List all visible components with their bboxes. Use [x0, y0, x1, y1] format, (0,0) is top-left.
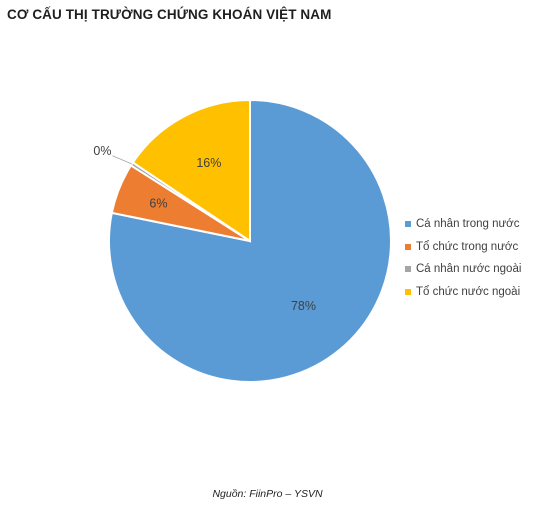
- legend-label: Tổ chức trong nước: [416, 240, 519, 253]
- slice-label-ca-nhan-trong-nuoc: 78%: [291, 299, 316, 313]
- pie-chart: 78% 6% 0% 16%: [93, 98, 392, 383]
- legend-item-to-chuc-nuoc-ngoai: Tổ chức nước ngoài: [405, 281, 521, 304]
- legend-swatch: [405, 266, 411, 273]
- pie-labels: 78% 6% 0% 16%: [93, 144, 316, 313]
- legend-item-ca-nhan-trong-nuoc: Cá nhân trong nước: [405, 213, 521, 236]
- slice-label-to-chuc-trong-nuoc: 6%: [149, 196, 167, 210]
- legend-item-to-chuc-trong-nuoc: Tổ chức trong nước: [405, 236, 521, 259]
- legend-label: Cá nhân nước ngoài: [416, 263, 522, 276]
- pie-slice-ca-nhan-trong-nuoc: [108, 98, 392, 383]
- pie-slices: [108, 98, 392, 383]
- pie-slice-to-chuc-nuoc-ngoai: [131, 98, 251, 243]
- legend-swatch: [405, 221, 411, 228]
- leader-line: [112, 155, 133, 165]
- legend-label: Cá nhân trong nước: [416, 218, 520, 231]
- legend-item-ca-nhan-nuoc-ngoai: Cá nhân nước ngoài: [405, 258, 521, 281]
- slice-label-to-chuc-nuoc-ngoai: 16%: [196, 156, 221, 170]
- chart-title: CƠ CẤU THỊ TRƯỜNG CHỨNG KHOÁN VIỆT NAM: [7, 7, 332, 22]
- chart-legend: Cá nhân trong nước Tổ chức trong nước Cá n…: [405, 213, 521, 303]
- legend-swatch: [405, 288, 411, 295]
- legend-label: Tổ chức nước ngoài: [416, 285, 521, 298]
- chart-source: Nguồn: FiinPro – YSVN: [212, 488, 323, 500]
- legend-swatch: [405, 243, 411, 250]
- slice-label-ca-nhan-nuoc-ngoai: 0%: [93, 144, 111, 158]
